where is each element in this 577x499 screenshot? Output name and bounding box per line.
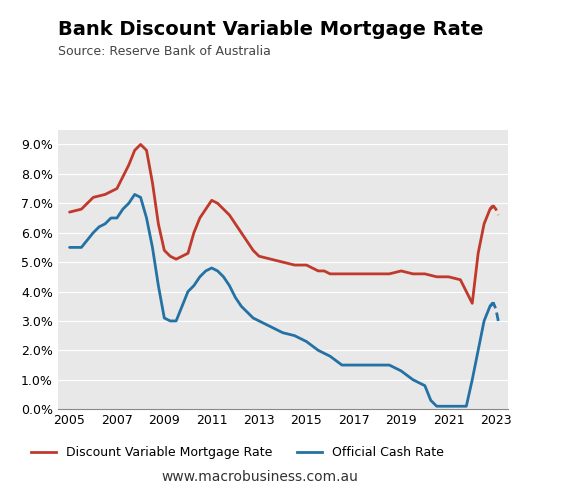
Text: Source: Reserve Bank of Australia: Source: Reserve Bank of Australia (58, 45, 271, 58)
Legend: Discount Variable Mortgage Rate, Official Cash Rate: Discount Variable Mortgage Rate, Officia… (26, 442, 449, 465)
Text: MACRO: MACRO (442, 37, 504, 52)
Text: BUSINESS: BUSINESS (442, 67, 504, 77)
Text: Bank Discount Variable Mortgage Rate: Bank Discount Variable Mortgage Rate (58, 20, 483, 39)
Text: www.macrobusiness.com.au: www.macrobusiness.com.au (161, 470, 358, 484)
